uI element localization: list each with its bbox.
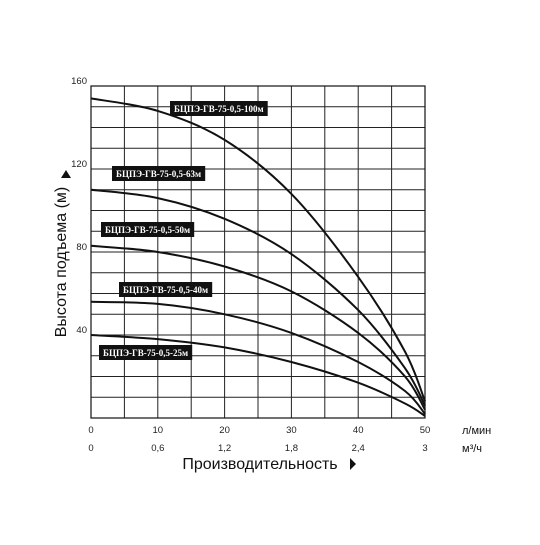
x-unit-secondary: м³/ч: [462, 443, 482, 455]
x-tick-label-secondary: 3: [422, 443, 427, 454]
y-tick-label: 80: [76, 242, 87, 253]
series-label-box: [101, 222, 195, 237]
series-label: БЦПЭ-ГВ-75-0,5-25м: [99, 345, 193, 360]
series-label-text: БЦПЭ-ГВ-75-0,5-25м: [103, 348, 188, 358]
x-tick-label-secondary: 1,2: [218, 443, 231, 454]
y-tick-label: 120: [71, 159, 87, 170]
y-axis-arrow-icon: [61, 170, 71, 178]
x-tick-label-secondary: 1,8: [285, 443, 298, 454]
x-tick-label-secondary: 0: [88, 443, 93, 454]
x-tick-label-primary: 50: [420, 425, 431, 436]
series-label-box: [99, 345, 193, 360]
series-line: [90, 188, 426, 407]
curves: [90, 97, 426, 417]
series-label-text: БЦПЭ-ГВ-75-0,5-100м: [174, 104, 264, 114]
x-tick-label-primary: 0: [88, 425, 93, 436]
x-tick-label-secondary: 0,6: [151, 443, 164, 454]
series-label: БЦПЭ-ГВ-75-0,5-50м: [101, 222, 195, 237]
x-unit-primary: л/мин: [462, 425, 491, 437]
x-axis-title: Производительность: [182, 456, 337, 473]
series-label-box: [170, 101, 268, 116]
plot-frame: [90, 85, 426, 419]
series-line: [90, 334, 426, 417]
curve-labels: БЦПЭ-ГВ-75-0,5-100м БЦПЭ-ГВ-75-0,5-63м БЦП…: [99, 101, 268, 360]
series-label: БЦПЭ-ГВ-75-0,5-100м: [170, 101, 268, 116]
series-line: [90, 97, 426, 402]
x-tick-label-primary: 30: [286, 425, 297, 436]
tick-labels: 40 80 120 160 0 10 20 30 40 50 0 0,6 1,2 1,8 2,4 3: [71, 76, 430, 454]
series-label-text: БЦПЭ-ГВ-75-0,5-50м: [105, 225, 190, 235]
y-tick-label: 160: [71, 76, 87, 87]
series-line: [90, 244, 426, 411]
grid: [90, 85, 426, 419]
series-label-box: [119, 282, 213, 297]
series-line: [90, 300, 426, 415]
x-axis-arrow-icon: [350, 458, 356, 470]
x-tick-label-secondary: 2,4: [352, 443, 365, 454]
x-tick-label-primary: 40: [353, 425, 364, 436]
x-tick-label-primary: 20: [219, 425, 230, 436]
series-label-text: БЦПЭ-ГВ-75-0,5-63м: [116, 169, 201, 179]
series-label: БЦПЭ-ГВ-75-0,5-40м: [119, 282, 213, 297]
series-label-box: [112, 166, 206, 181]
y-axis-title: Высота подъема (м): [53, 187, 70, 337]
series-label: БЦПЭ-ГВ-75-0,5-63м: [112, 166, 206, 181]
x-tick-label-primary: 10: [153, 425, 164, 436]
y-tick-label: 40: [76, 325, 87, 336]
series-label-text: БЦПЭ-ГВ-75-0,5-40м: [123, 285, 208, 295]
